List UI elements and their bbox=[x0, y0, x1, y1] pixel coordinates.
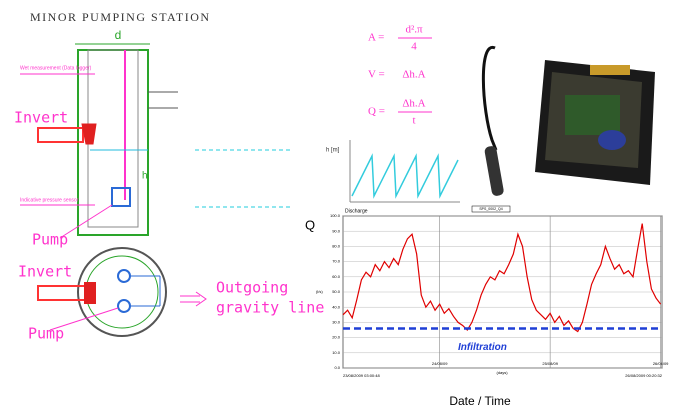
y-tick-label: 10.0 bbox=[332, 350, 341, 355]
cable bbox=[481, 46, 498, 151]
width-label: d bbox=[115, 28, 122, 42]
formula-rhs: Δh.A bbox=[402, 69, 425, 81]
y-tick-label: 90.0 bbox=[332, 228, 341, 233]
formula-numerator: Δh.A bbox=[402, 98, 425, 110]
outflow-arrow bbox=[180, 291, 207, 307]
level-axis-label: h [m] bbox=[326, 148, 340, 154]
probe bbox=[484, 146, 504, 196]
chamber-inner bbox=[85, 255, 159, 329]
x-tick-label: 25/08/09 bbox=[542, 361, 558, 366]
y-tick-label: 30.0 bbox=[332, 319, 341, 324]
y-tick-label: 80.0 bbox=[332, 243, 341, 248]
y-tick-label: 60.0 bbox=[332, 274, 341, 279]
logger-photo bbox=[481, 46, 655, 196]
y-tick-label: 0.0 bbox=[334, 365, 340, 370]
x-tick-label: 23/08/2009 03:00:48 bbox=[343, 373, 380, 378]
legend-box bbox=[471, 205, 511, 213]
x-tick-label: 26/08/2009 00:20:32 bbox=[625, 373, 662, 378]
label-strip bbox=[590, 65, 630, 75]
side-label: Q bbox=[305, 217, 315, 232]
inlet-basket bbox=[84, 282, 96, 304]
invert-pipe bbox=[37, 127, 84, 143]
diagram-title: MINOR PUMPING STATION bbox=[30, 10, 211, 24]
pump-leader bbox=[49, 307, 119, 331]
y-tick-label: 40.0 bbox=[332, 304, 341, 309]
pump bbox=[117, 269, 131, 283]
x-axis-label: (days) bbox=[496, 370, 508, 375]
inlet-basket bbox=[81, 123, 97, 145]
height-label: h bbox=[142, 171, 148, 182]
sensor-label: Indicative pressure sensor bbox=[20, 197, 79, 203]
x-tick-label: 26/08/09 bbox=[653, 361, 669, 366]
x-tick-label: 24/08/09 bbox=[432, 361, 448, 366]
sawtooth bbox=[351, 153, 459, 199]
formula-denominator: 4 bbox=[411, 41, 417, 53]
y-tick-label: 100.0 bbox=[330, 213, 341, 218]
circuit-board bbox=[565, 95, 620, 135]
legend-entry: SPS_0002_Q4 bbox=[479, 207, 502, 211]
section-view bbox=[20, 43, 290, 239]
y-axis-label: (l/s) bbox=[316, 289, 323, 294]
formula-lhs: A = bbox=[368, 32, 384, 44]
level-plot bbox=[349, 140, 460, 203]
formula-numerator: d².π bbox=[405, 24, 423, 36]
invert-pipe bbox=[37, 285, 91, 301]
invert-label: Invert bbox=[18, 263, 72, 281]
formula-denominator: t bbox=[412, 115, 415, 127]
formulas: A = d².π 4 V = Δh.A Q = Δh.A t bbox=[368, 24, 432, 127]
battery bbox=[598, 130, 626, 150]
pump-label: Pump bbox=[28, 325, 64, 343]
pump bbox=[117, 299, 131, 313]
pump-label: Pump bbox=[32, 231, 68, 249]
y-tick-label: 20.0 bbox=[332, 335, 341, 340]
formula-lhs: Q = bbox=[368, 106, 385, 118]
infiltration-label: Infiltration bbox=[458, 342, 507, 353]
pump-leader bbox=[59, 204, 113, 239]
data-line bbox=[342, 223, 662, 333]
plan-view bbox=[37, 247, 207, 337]
y-tick-label: 70.0 bbox=[332, 259, 341, 264]
footer: Date / Time bbox=[449, 394, 511, 408]
y-tick-label: 50.0 bbox=[332, 289, 341, 294]
discharge-chart: Q Discharge (l/s) (days) Date / Time 0.0 10.0 2… bbox=[305, 205, 669, 408]
chart-title: Discharge bbox=[345, 208, 368, 214]
pump bbox=[111, 187, 131, 207]
logger-label: Wet measurement (Data logger) bbox=[20, 65, 92, 71]
outgoing-label: gravity line bbox=[216, 299, 324, 317]
formula-lhs: V = bbox=[368, 69, 385, 81]
outgoing-label: Outgoing bbox=[216, 279, 288, 297]
chamber bbox=[77, 247, 167, 337]
invert-label: Invert bbox=[14, 109, 68, 127]
